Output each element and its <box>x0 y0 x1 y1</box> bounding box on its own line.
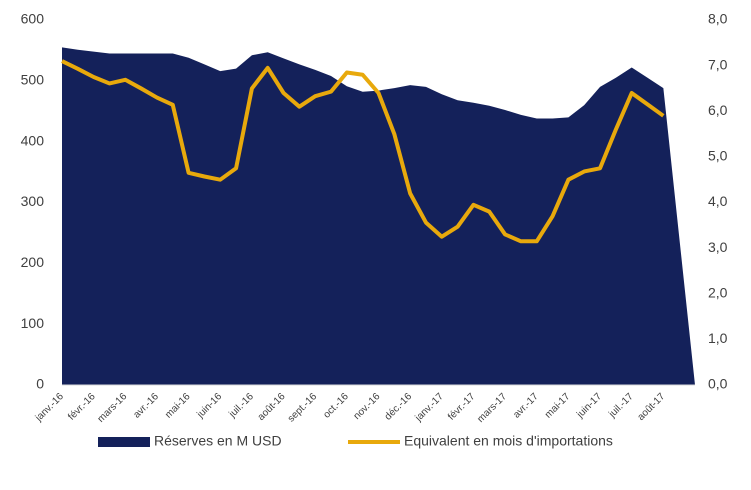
y-tick-label: 500 <box>21 72 45 88</box>
y-tick-label: 200 <box>21 254 45 270</box>
y-tick-label: 400 <box>21 132 45 148</box>
x-tick-label: mars-17 <box>475 391 509 425</box>
legend-label: Réserves en M USD <box>154 433 282 449</box>
x-tick-label: juin-16 <box>195 391 225 421</box>
legend-label: Equivalent en mois d'importations <box>404 433 613 449</box>
x-tick-label: juil.-17 <box>606 391 636 421</box>
x-tick-label: nov.-16 <box>352 391 383 422</box>
y2-tick-label: 4,0 <box>708 193 728 209</box>
x-tick-label: août-17 <box>636 391 668 423</box>
x-tick-label: mai-17 <box>543 391 573 421</box>
x-tick-label: août-16 <box>256 391 288 423</box>
y2-tick-label: 5,0 <box>708 148 728 164</box>
x-tick-label: févr.-17 <box>446 391 478 423</box>
y2-tick-label: 8,0 <box>708 11 728 27</box>
x-tick-label: févr.-16 <box>66 391 98 423</box>
y-tick-label: 0 <box>36 376 44 392</box>
x-tick-label: janv.-17 <box>413 391 446 424</box>
y2-tick-label: 3,0 <box>708 239 728 255</box>
legend-swatch <box>98 437 150 447</box>
x-tick-label: juin-17 <box>574 391 604 421</box>
x-tick-label: juil.-16 <box>227 391 257 421</box>
x-tick-label: mars-16 <box>96 391 130 425</box>
y2-tick-label: 2,0 <box>708 284 728 300</box>
y-tick-label: 600 <box>21 11 45 27</box>
line <box>61 59 665 244</box>
x-tick-label: janv.-16 <box>33 391 66 424</box>
x-tick-label: déc.-16 <box>383 391 415 423</box>
x-tick-label: sept.-16 <box>286 391 320 425</box>
y2-tick-label: 7,0 <box>708 56 728 72</box>
x-tick-label: avr.-17 <box>511 391 541 421</box>
y2-tick-label: 1,0 <box>708 330 728 346</box>
y-tick-label: 300 <box>21 193 45 209</box>
x-tick-label: mai-16 <box>163 391 193 421</box>
y2-tick-label: 6,0 <box>708 102 728 118</box>
x-tick-label: oct.-16 <box>321 391 351 421</box>
y2-tick-label: 0,0 <box>708 376 728 392</box>
area <box>62 47 695 385</box>
x-tick-label: avr.-16 <box>132 391 162 421</box>
y-tick-label: 100 <box>21 315 45 331</box>
